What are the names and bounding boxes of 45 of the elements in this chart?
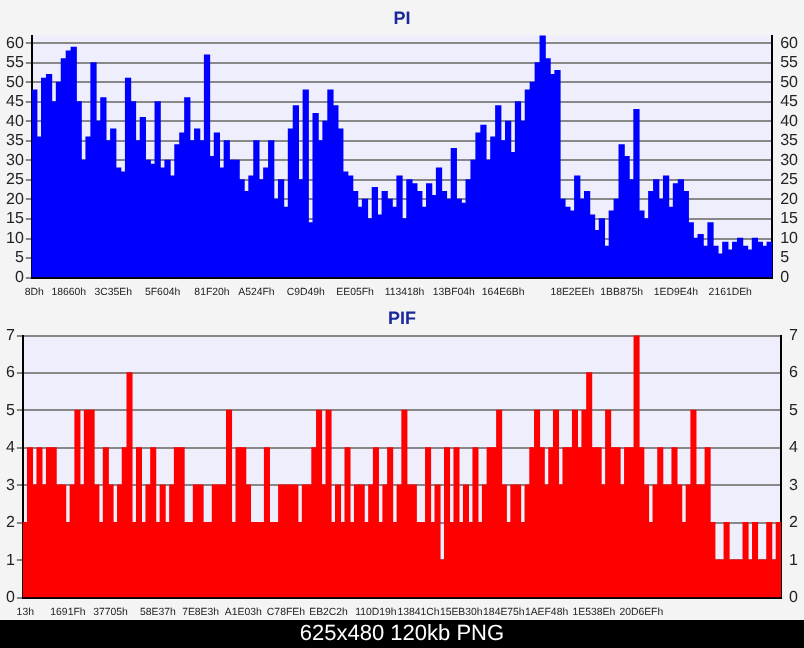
y2-tick-label: 2 [789,513,800,532]
y2-tick-label: 10 [780,228,800,247]
y2-tick-label: 5 [780,248,791,267]
y-tick-label: 4 [5,438,16,457]
y-tick-label: 10 [5,228,25,247]
chart-title: PIF [387,307,417,328]
y-tick-label: 5 [5,400,16,419]
y2-tick-label: 60 [780,33,800,52]
y2-tick-label: 20 [780,189,800,208]
y-tick-label: 50 [5,72,25,91]
y2-tick-label: 40 [780,111,800,130]
y-tick-label: 5 [14,248,25,267]
y2-tick-label: 50 [780,72,800,91]
y-tick-label: 0 [5,587,16,606]
y-tick-label: 7 [5,326,16,345]
y2-tick-label: 0 [789,587,800,606]
y-tick-label: 2 [5,513,16,532]
y2-tick-label: 6 [789,363,800,382]
y2-tick-label: 25 [780,170,800,189]
y2-tick-label: 15 [780,209,800,228]
y2-tick-label: 0 [780,267,791,286]
text: 625x480 120kb PNG [0,620,804,648]
y-tick-label: 1 [5,550,16,569]
y-tick-label: 25 [5,170,25,189]
y2-tick-label: 4 [789,438,800,457]
y2-tick-label: 35 [780,131,800,150]
y-tick-label: 35 [5,131,25,150]
y2-tick-label: 7 [789,326,800,345]
y2-tick-label: 30 [780,150,800,169]
y-tick-label: 55 [5,53,25,72]
y2-tick-label: 5 [789,400,800,419]
y2-tick-label: 1 [789,550,800,569]
y2-tick-label: 45 [780,92,800,111]
y2-tick-label: 3 [789,475,800,494]
y-tick-label: 0 [14,267,25,286]
y-tick-label: 20 [5,189,25,208]
y-tick-label: 15 [5,209,25,228]
y2-tick-label: 55 [780,53,800,72]
chart-title: PI [393,7,411,28]
y-tick-label: 30 [5,150,25,169]
y-tick-label: 3 [5,475,16,494]
y-tick-label: 60 [5,33,25,52]
y-tick-label: 40 [5,111,25,130]
y-tick-label: 6 [5,363,16,382]
y-tick-label: 45 [5,92,25,111]
